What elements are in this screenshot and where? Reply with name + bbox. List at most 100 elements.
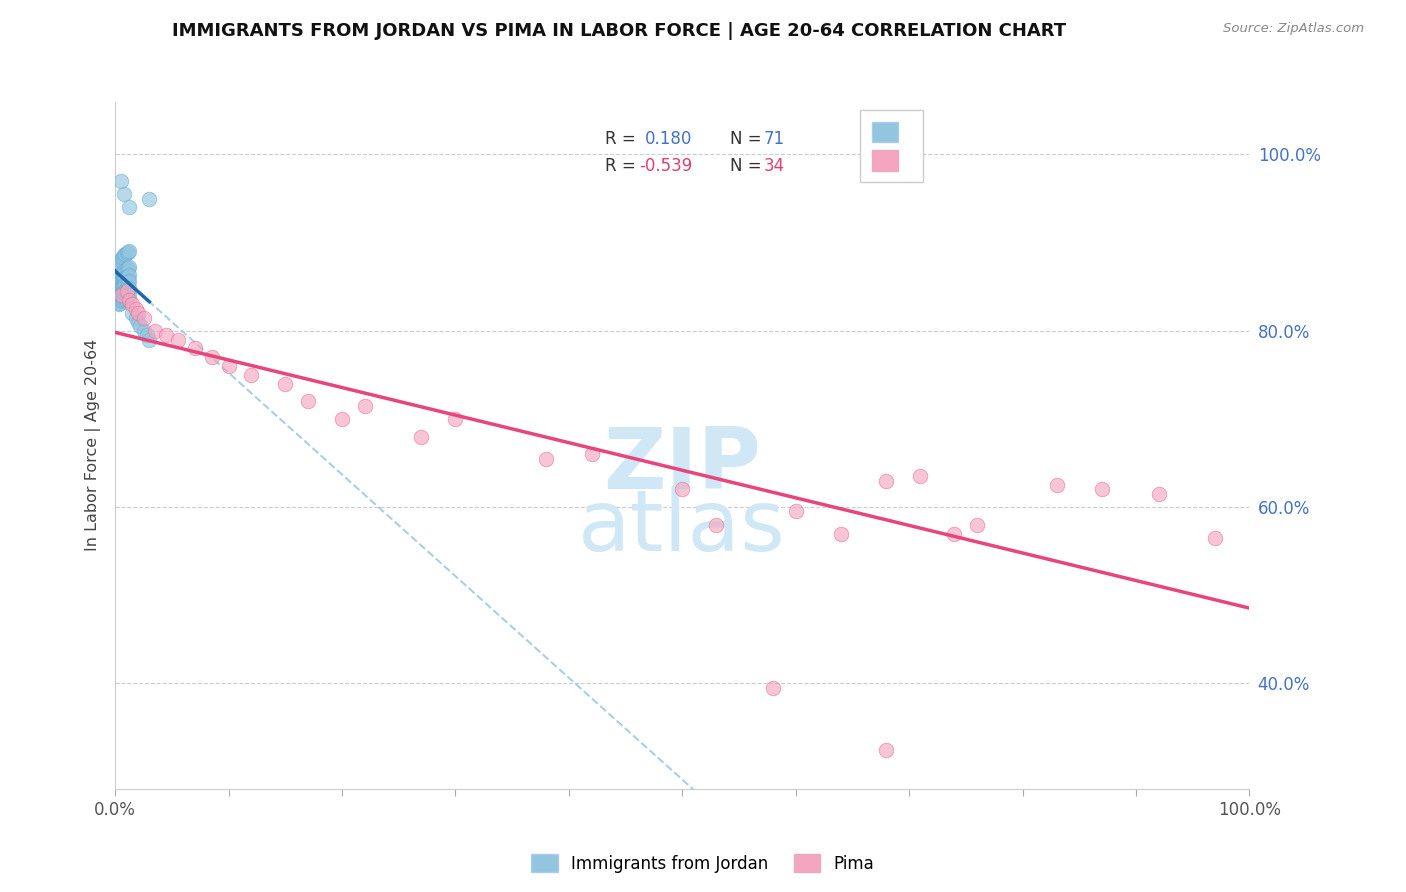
Text: N =: N = [730,130,762,148]
Point [111,252,134,266]
Point [112,250,135,264]
Point [297,394,319,409]
Point [117,275,139,289]
Point [118,293,141,307]
Text: N =: N = [730,157,762,175]
Point [1091,483,1114,497]
Point [112,285,135,300]
Point [118,200,141,214]
Point [330,412,353,426]
Point [108,269,131,284]
Point [444,412,467,426]
Point [118,268,141,283]
Point [132,324,155,338]
Point [111,293,134,307]
Point [1045,478,1067,492]
Point [353,399,375,413]
Point [218,359,240,373]
Point [143,324,166,338]
Point [108,276,131,290]
Point [112,265,135,279]
Point [117,282,139,296]
Point [115,276,138,290]
Point [115,289,138,303]
Point [115,246,138,260]
Point [112,278,135,293]
Point [240,368,263,382]
Point [112,272,135,286]
Point [111,279,134,293]
Point [1204,531,1226,545]
Point [943,526,966,541]
Text: 71: 71 [763,130,785,148]
Point [1147,487,1170,501]
Point [110,174,132,188]
Point [115,283,138,297]
Point [581,447,603,461]
Point [534,451,557,466]
Point [704,517,727,532]
Text: R =: R = [605,157,636,175]
Point [107,297,129,311]
Point [107,262,129,277]
Point [114,270,136,285]
Legend: Immigrants from Jordan, Pima: Immigrants from Jordan, Pima [524,847,882,880]
Point [124,310,146,325]
Point [762,681,785,695]
Point [118,244,141,259]
Point [127,315,149,329]
Point [112,248,135,262]
Point [110,253,132,268]
Point [124,301,146,316]
Text: atlas: atlas [578,486,786,569]
Point [118,260,141,275]
Point [110,274,132,288]
Point [114,277,136,291]
Point [785,504,807,518]
Point [118,281,141,295]
Point [112,291,135,305]
Point [118,274,141,288]
Point [110,288,132,302]
Point [183,342,205,356]
Point [110,280,132,294]
Point [115,262,138,277]
Text: -0.539: -0.539 [640,157,692,175]
Point [875,474,897,488]
Point [111,286,134,301]
Point [115,270,138,285]
Point [121,297,143,311]
Point [108,258,131,272]
Point [117,261,139,276]
Text: 34: 34 [763,157,785,175]
Point [121,306,143,320]
Point [107,284,129,298]
Point [114,247,136,261]
Point [117,245,139,260]
Point [136,328,159,343]
Text: ZIP: ZIP [603,425,761,508]
Point [111,266,134,280]
Point [112,277,135,292]
Point [110,293,132,308]
Point [274,376,297,391]
Point [115,284,138,298]
Point [107,270,129,285]
Point [127,306,149,320]
Point [114,284,136,298]
Point [108,295,131,310]
Point [117,288,139,302]
Legend: , : , [860,110,924,182]
Text: Source: ZipAtlas.com: Source: ZipAtlas.com [1223,22,1364,36]
Point [830,526,852,541]
Point [966,517,988,532]
Point [112,187,135,202]
Point [129,319,152,334]
Point [132,310,155,325]
Point [107,277,129,292]
Point [411,429,433,443]
Point [114,263,136,277]
Point [112,271,135,285]
Point [910,469,932,483]
Point [108,282,131,296]
